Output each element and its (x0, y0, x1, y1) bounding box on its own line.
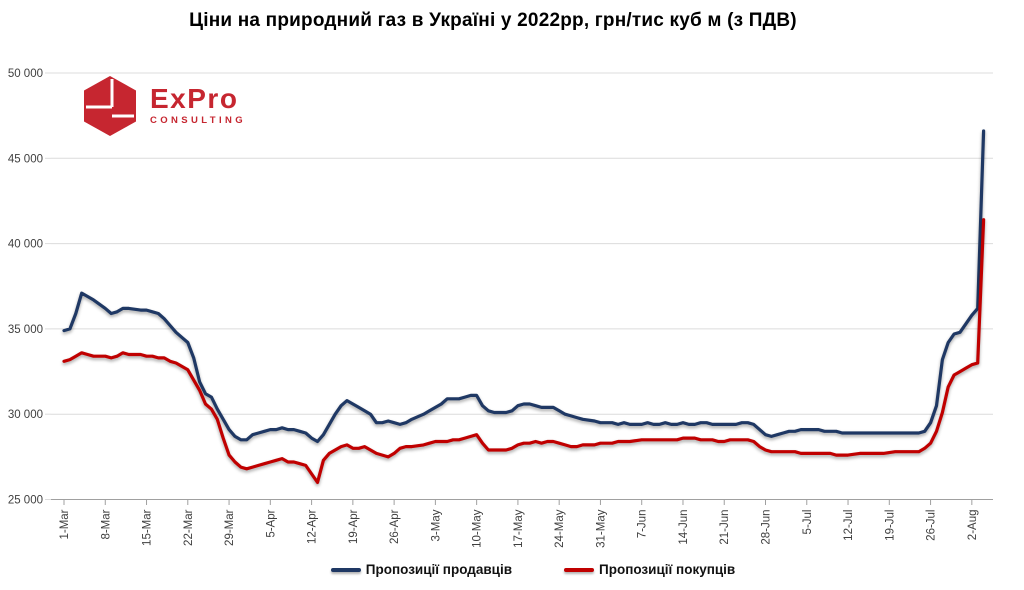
chart-legend: Пропозиції продавців Пропозиції покупців (0, 562, 1024, 577)
x-axis-label: 8-Mar (100, 509, 112, 539)
x-axis-label: 19-Jul (884, 510, 896, 541)
x-axis-label: 5-Jul (802, 510, 814, 535)
logo-text: ExPro CONSULTING (150, 83, 247, 127)
x-axis-label: 14-Jun (678, 510, 690, 545)
series-line-sellers (62, 129, 986, 444)
y-axis-label: 25 000 (8, 495, 43, 507)
logo-subtitle: CONSULTING (150, 115, 247, 126)
x-axis-label: 17-May (513, 509, 525, 548)
legend-swatch-buyers-line (564, 567, 595, 572)
x-axis-label: 15-Mar (142, 509, 154, 546)
y-axis-label: 40 000 (8, 239, 43, 251)
y-axis-label: 45 000 (8, 153, 43, 165)
logo-name: ExPro (150, 83, 239, 114)
x-axis-label: 12-Jul (843, 510, 855, 541)
x-axis-label: 28-Jun (761, 510, 773, 545)
x-axis-label: 5-Apr (265, 509, 277, 537)
x-axis-label: 2-Aug (967, 510, 979, 541)
x-axis-label: 1-Mar (59, 509, 71, 539)
x-axis-label: 26-Apr (389, 509, 401, 544)
legend-item-sellers: Пропозиції продавців (330, 562, 513, 577)
legend-label-sellers: Пропозиції продавців (365, 562, 513, 577)
x-axis-label: 26-Jul (926, 510, 938, 541)
series-line-buyers (62, 218, 986, 484)
x-axis-label: 12-Apr (307, 509, 319, 544)
x-axis-label: 7-Jun (637, 510, 649, 539)
x-axis-label: 10-May (472, 509, 484, 548)
chart-title: Ціни на природний газ в Україні у 2022рр… (189, 10, 797, 31)
x-axis-label: 31-May (595, 509, 607, 548)
x-axis-label: 24-May (554, 509, 566, 548)
y-axis-label: 35 000 (8, 324, 43, 336)
y-axis-label: 30 000 (8, 409, 43, 421)
y-axis-label: 50 000 (8, 68, 43, 80)
legend-item-buyers: Пропозиції покупців (564, 562, 735, 577)
x-axis-label: 3-May (430, 509, 442, 541)
x-axis-label: 19-Apr (348, 509, 360, 544)
x-axis-label: 21-Jun (719, 510, 731, 545)
expro-hexagon-icon (84, 76, 136, 136)
expro-logo: ExPro CONSULTING (84, 76, 246, 136)
x-axis-label: 29-Mar (224, 509, 236, 546)
x-axis-label: 22-Mar (183, 509, 195, 546)
legend-label-buyers: Пропозиції покупців (599, 562, 736, 577)
legend-swatch-sellers-line (330, 567, 361, 572)
